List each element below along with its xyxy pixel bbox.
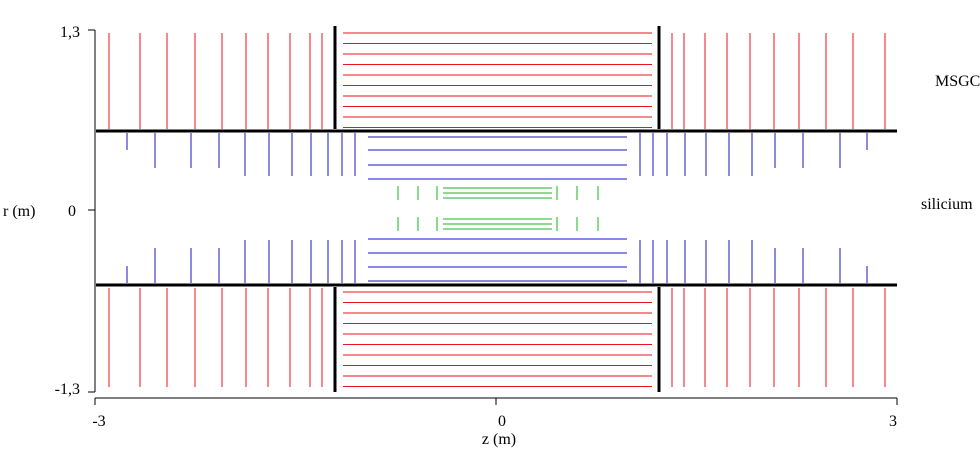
x-tick-label-left: -3 [92, 413, 105, 430]
y-axis-label: r (m) [3, 203, 35, 220]
structure-lines [96, 26, 897, 392]
silicium-region-label: silicium [921, 196, 973, 213]
y-tick-label-bottom: -1,3 [55, 381, 80, 398]
x-axis-label: z (m) [482, 431, 516, 448]
msgc-region-label: MSGC [935, 73, 980, 90]
y-tick-label-zero: 0 [68, 203, 76, 220]
x-tick-label-right: 3 [889, 413, 897, 430]
x-tick-label-center: 0 [498, 413, 506, 430]
axis-frame [88, 29, 898, 405]
y-tick-label-top: 1,3 [60, 24, 80, 41]
detector-elements [108, 32, 886, 387]
